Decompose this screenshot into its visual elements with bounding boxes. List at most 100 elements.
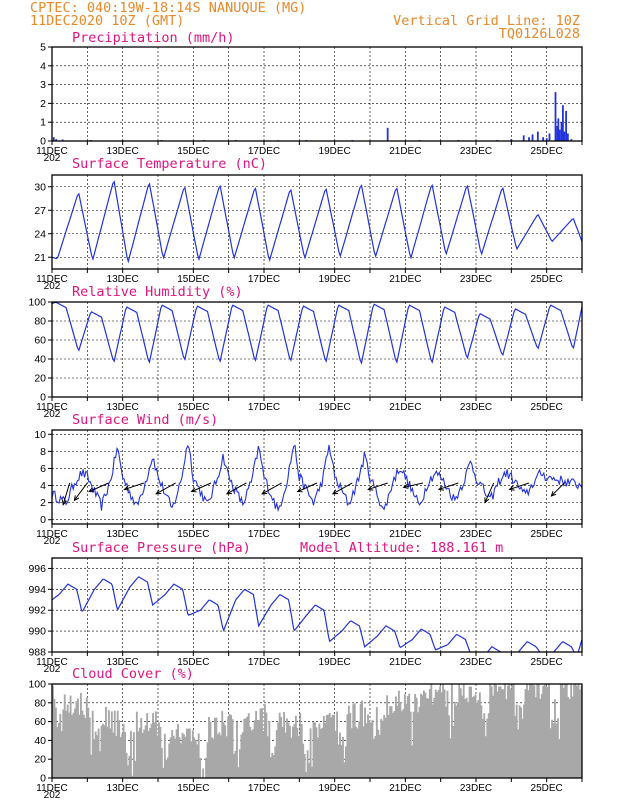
cloud-bar [150, 723, 153, 778]
cloud-bar [65, 710, 68, 778]
cloud-bar [178, 737, 181, 778]
cloud-bar [371, 720, 374, 778]
cloud-bar [169, 737, 172, 778]
x-tick-label: 23DEC [460, 529, 492, 540]
cloud-bar [387, 714, 390, 778]
cloud-bar [309, 728, 312, 778]
pressure-series [52, 576, 582, 652]
cloud-bar [577, 684, 580, 778]
cloud-bar [562, 687, 565, 778]
cloud-bar [459, 688, 462, 778]
cloud-bar [106, 726, 109, 778]
wind-vector-head [331, 489, 338, 495]
x-tick-label: 11DEC [36, 657, 68, 668]
cloud-bar [498, 686, 500, 778]
cloud-bar [453, 701, 456, 778]
cloud-bar [174, 738, 177, 778]
wind-vector [88, 482, 109, 493]
cloud-bar [205, 757, 207, 778]
cloud-bar [483, 713, 486, 778]
cloud-bar [462, 684, 465, 778]
precip-bar [554, 92, 557, 141]
cloud-bar [342, 736, 344, 778]
cloud-bar [564, 684, 567, 778]
y-tick-label: 80 [34, 697, 46, 709]
cloud-bar [265, 712, 268, 778]
cloud-bar [162, 767, 165, 778]
cloud-bar [579, 689, 581, 778]
cloud-bar [558, 739, 561, 778]
wind-vector [484, 482, 495, 503]
cloud-bar [524, 689, 527, 778]
cloud-bar [211, 737, 213, 778]
cloud-bar [381, 720, 384, 778]
cloud-bar [266, 736, 269, 778]
cloud-bar [175, 729, 178, 778]
cloud-bar [423, 690, 425, 778]
cloud-bar [256, 719, 259, 778]
cloud-bar [321, 727, 324, 778]
cloud-bar [420, 693, 422, 778]
cloud-bar [352, 704, 355, 778]
cloud-bar [517, 729, 520, 778]
cloud-bar [521, 718, 524, 778]
x-tick-label: 21DEC [389, 402, 421, 413]
cloud-bar [159, 726, 162, 778]
cloud-bar [515, 704, 518, 778]
year-label: 202 [44, 536, 61, 547]
x-tick-label: 13DEC [107, 402, 139, 413]
cloud-bar [556, 718, 559, 778]
cloud-bar [468, 686, 471, 778]
y-tick-label: 0 [40, 773, 46, 785]
wind-vector [124, 482, 145, 490]
cloud-bar [530, 684, 533, 778]
cloud-bar [527, 690, 530, 778]
x-tick-label: 11DEC [36, 402, 68, 413]
cloud-bar [87, 707, 90, 778]
cloud-bar [555, 723, 558, 778]
cloud-bar [502, 689, 505, 778]
cloud-bar [361, 700, 364, 778]
cloud-bar [268, 721, 271, 778]
cloud-bar [66, 704, 69, 778]
cloud-bar [168, 743, 171, 778]
cloud-bar [487, 713, 490, 778]
x-tick-label: 21DEC [389, 657, 421, 668]
panel-5: 0 20 40 60 80 100 11DEC 13DEC 15DEC 17DEC 19DEC 21D… [28, 679, 583, 800]
cloud-bar [160, 748, 163, 778]
cloud-bar [355, 726, 358, 778]
cloud-bar [539, 698, 542, 778]
x-tick-label: 13DEC [107, 783, 139, 794]
cloud-bar [573, 684, 576, 778]
cloud-bar [227, 716, 230, 778]
cloud-bar [325, 714, 328, 778]
cloud-bar [349, 713, 352, 778]
cloud-bar [546, 687, 549, 778]
cloud-bar [90, 754, 93, 778]
x-tick-label: 17DEC [248, 529, 280, 540]
cloud-bar [122, 724, 125, 778]
x-tick-label: 15DEC [177, 402, 209, 413]
precip-bar [563, 131, 566, 141]
cloud-bar [77, 698, 79, 778]
cloud-bar [246, 716, 249, 778]
cloud-bar [297, 735, 300, 778]
cloud-bar [185, 728, 188, 778]
wind-vector [368, 482, 388, 490]
cloud-bar [144, 725, 147, 778]
cloud-bar [250, 730, 253, 778]
precip-bar [510, 139, 513, 141]
wind-vector-head [402, 483, 409, 489]
cloud-bar [474, 694, 477, 778]
cloud-bar [281, 726, 284, 778]
precip-bar [545, 138, 548, 141]
humidity-series [51, 301, 583, 365]
y-tick-label: 988 [28, 647, 46, 659]
cloud-bar [536, 684, 539, 778]
cloud-bar [496, 691, 499, 778]
cloud-bar [277, 722, 280, 778]
x-tick-label: 11DEC [36, 783, 68, 794]
cloud-title: Cloud Cover (%) [72, 666, 194, 682]
y-tick-label: 0 [40, 136, 46, 148]
cloud-bar [253, 720, 256, 778]
